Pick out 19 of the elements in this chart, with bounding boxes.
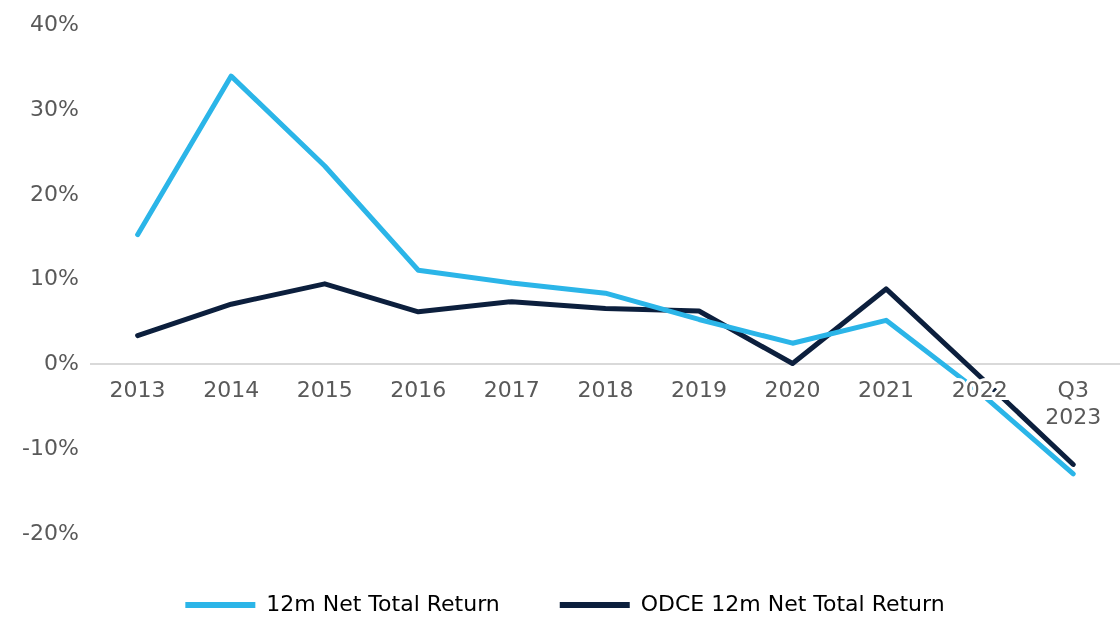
x-tick-label: 2019 <box>670 377 727 403</box>
x-tick-label: Q3 2023 <box>1045 377 1102 429</box>
y-tick-label: 30% <box>29 95 79 121</box>
x-tick-label: 2014 <box>203 377 260 403</box>
y-tick-label: -20% <box>21 519 79 545</box>
x-tick-label: 2018 <box>577 377 634 403</box>
x-tick-label: 2016 <box>390 377 447 403</box>
x-tick-label: 2017 <box>483 377 540 403</box>
x-tick-label: 2015 <box>296 377 353 403</box>
y-tick-label: 40% <box>29 10 79 36</box>
legend-label: 12m Net Total Return <box>266 590 500 616</box>
x-tick-label: 2021 <box>858 377 915 403</box>
x-tick-label: 2020 <box>764 377 821 403</box>
y-tick-label: -10% <box>21 434 79 460</box>
legend-label: ODCE 12m Net Total Return <box>640 590 945 616</box>
x-tick-label: 2013 <box>109 377 166 403</box>
y-tick-label: 20% <box>29 180 79 206</box>
y-tick-label: 10% <box>29 265 79 291</box>
y-tick-label: 0% <box>43 350 79 376</box>
